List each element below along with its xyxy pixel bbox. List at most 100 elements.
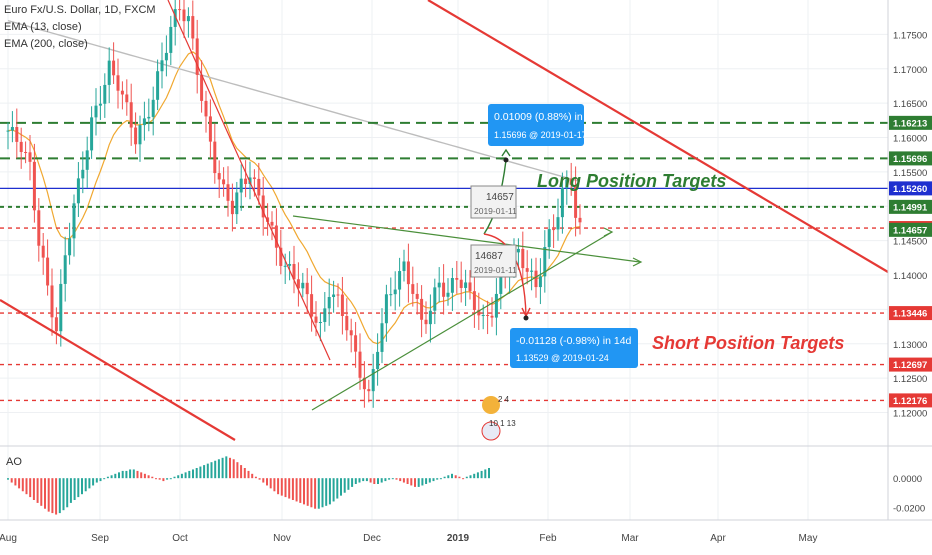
ao-bar (454, 475, 457, 479)
ao-bar (84, 478, 87, 492)
candle-layer (6, 0, 582, 408)
y-tick-label: 1.16000 (893, 134, 927, 145)
candle-body (305, 282, 309, 295)
candle-body (450, 278, 454, 293)
ema-layer (7, 19, 581, 345)
ao-bar (306, 478, 309, 506)
candle-body (186, 16, 190, 22)
candle-body (98, 103, 102, 106)
candle-body (283, 265, 287, 267)
legend-title: Euro Fx/U.S. Dollar, 1D, FXCM (4, 4, 156, 16)
event-text-upper: 2 4 (498, 395, 510, 404)
event-icon-upper (482, 396, 500, 414)
ao-bar (414, 478, 416, 487)
x-tick-label: Apr (710, 533, 726, 544)
candle-body (446, 292, 450, 297)
price-tag (889, 115, 932, 130)
candle-body (191, 16, 195, 39)
x-tick-label: 2019 (447, 533, 470, 544)
price-tag-label: 1.16213 (893, 118, 927, 129)
ao-bar (465, 476, 468, 479)
candle-body (402, 261, 406, 272)
ao-bar (188, 470, 191, 479)
ao-bar (262, 478, 265, 483)
ao-bar (236, 462, 239, 479)
ao-bar (295, 478, 298, 502)
ao-bar (173, 476, 176, 479)
ao-bar (469, 475, 472, 479)
ao-bar (110, 475, 113, 479)
y-tick-label: 1.12500 (893, 374, 927, 385)
falling-resistance-line (292, 215, 641, 263)
long-targets-label: Long Position Targets (537, 171, 726, 191)
ao-bar (125, 470, 128, 479)
candle-body (543, 247, 547, 277)
ao-tick-label: -0.0200 (893, 503, 925, 514)
candle-body (358, 351, 362, 378)
short-callout-line2: 1.13529 @ 2019-01-24 (516, 353, 609, 363)
candle-body (244, 178, 248, 185)
candle-body (279, 247, 283, 266)
candle-body (54, 317, 58, 332)
ao-bar (462, 478, 465, 480)
y-tick-label: 1.13000 (893, 340, 927, 351)
ao-bar (214, 460, 217, 479)
candle-body (547, 229, 551, 248)
price-tag (889, 151, 932, 166)
ao-bar (480, 470, 483, 479)
ao-bar (258, 478, 261, 480)
ao-bar (314, 478, 317, 509)
ao-bar (266, 478, 268, 486)
ao-bar (299, 478, 302, 503)
lower-date-box (470, 244, 517, 278)
ao-bar (232, 459, 235, 479)
candle-body (336, 294, 340, 296)
candle-body (354, 335, 358, 352)
candle-body (327, 296, 331, 309)
upper-box-date: 2019-01-11 (474, 206, 517, 216)
candle-body (24, 152, 28, 154)
ao-bar (55, 478, 58, 515)
candle-body (288, 264, 292, 266)
trend-layer (0, 0, 889, 441)
ao-bar (229, 457, 231, 479)
candle-body (178, 9, 182, 11)
upper-box-price: 14657 (486, 192, 514, 203)
ao-bar (269, 478, 272, 489)
ao-bar (321, 478, 324, 508)
candle-body (72, 203, 76, 239)
ao-bar (251, 473, 254, 479)
candle-body (226, 184, 230, 201)
ao-bar (106, 476, 109, 479)
ao-bar (351, 478, 354, 487)
candle-body (68, 238, 72, 256)
candle-body (292, 264, 296, 280)
lower-box-price: 14687 (475, 251, 503, 262)
candle-body (90, 117, 94, 151)
ao-bar (184, 472, 187, 479)
candle-body (160, 60, 164, 72)
y-tick-label: 1.14000 (893, 271, 927, 282)
candle-body (257, 178, 261, 196)
candle-body (494, 293, 498, 318)
ao-bar (217, 459, 220, 479)
y-tick-label: 1.14500 (893, 237, 927, 248)
ao-bar (240, 465, 243, 479)
y-tick-label: 1.17500 (893, 30, 927, 41)
ao-bar (103, 478, 106, 480)
ao-bar (417, 478, 420, 487)
ao-bar (206, 463, 209, 479)
ao-bar (166, 478, 169, 480)
ao-bar (328, 478, 331, 505)
x-tick-label: Dec (363, 533, 381, 544)
candle-body (41, 245, 45, 258)
ao-bar (421, 478, 424, 486)
ao-bar (247, 470, 250, 479)
ao-bar (332, 478, 335, 502)
candle-body (107, 60, 111, 85)
candle-body (521, 248, 525, 269)
descending-trendline (167, 0, 331, 361)
ao-bar (36, 478, 39, 503)
legend-ema-slow: EMA (200, close) (4, 38, 88, 50)
